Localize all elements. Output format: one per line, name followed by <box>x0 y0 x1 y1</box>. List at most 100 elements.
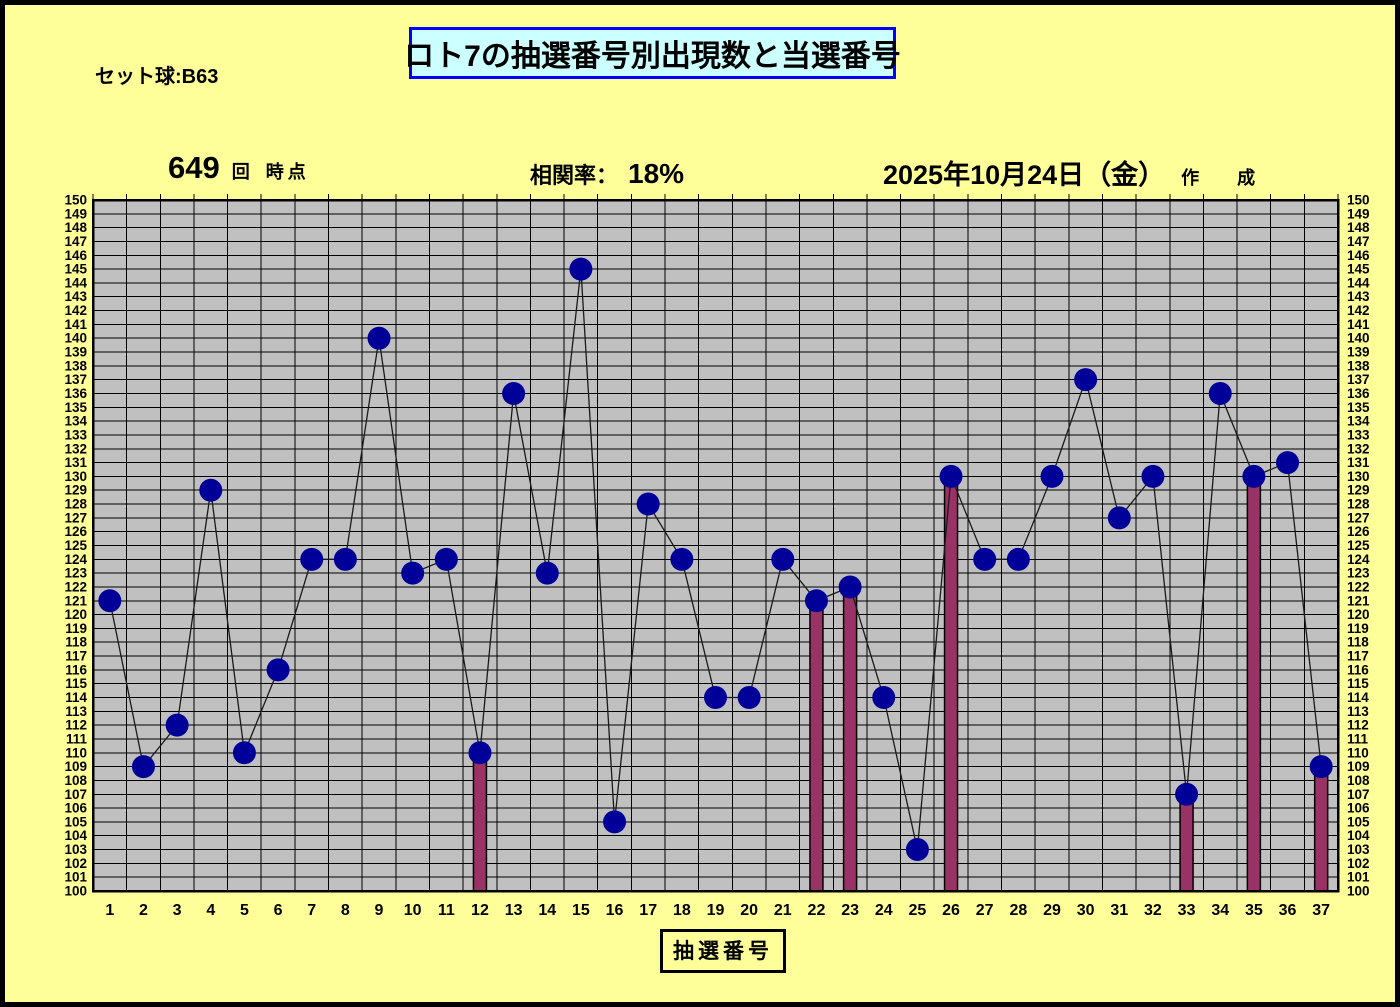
y-axis-tick-left: 111 <box>66 731 88 746</box>
winning-number-bar <box>472 752 488 892</box>
data-point <box>1242 464 1266 488</box>
draw-count-group: 649 回 時点 <box>168 150 310 186</box>
y-axis-tick-right: 139 <box>1347 345 1370 360</box>
y-axis-tick-left: 129 <box>64 483 87 498</box>
y-axis-tick-right: 136 <box>1347 386 1370 401</box>
x-axis-tick: 6 <box>274 902 283 919</box>
y-axis-tick-left: 130 <box>64 469 87 484</box>
y-axis-tick-right: 130 <box>1347 469 1370 484</box>
y-axis-tick-left: 142 <box>64 303 87 318</box>
x-axis-tick: 34 <box>1211 902 1229 919</box>
y-axis-tick-left: 127 <box>64 510 87 525</box>
y-axis-tick-left: 104 <box>64 828 87 843</box>
data-point <box>569 257 593 281</box>
data-point <box>1040 464 1064 488</box>
appearance-chart: 100 100 101 101 102 102 103 103 104 104 105 105 106 1… <box>50 188 1380 933</box>
y-axis-tick-right: 105 <box>1347 814 1370 829</box>
y-axis-tick-left: 141 <box>64 317 87 332</box>
y-axis-tick-right: 133 <box>1347 427 1370 442</box>
y-axis-tick-left: 139 <box>64 345 87 360</box>
y-axis-tick-right: 109 <box>1347 759 1370 774</box>
data-point <box>804 589 828 613</box>
y-axis-tick-right: 127 <box>1347 510 1370 525</box>
y-axis-tick-right: 107 <box>1347 787 1370 802</box>
y-axis-tick-right: 132 <box>1347 441 1370 456</box>
y-axis-tick-left: 125 <box>64 538 87 553</box>
y-axis-tick-left: 134 <box>64 414 87 429</box>
draw-count-value: 649 <box>168 150 220 185</box>
data-point <box>468 741 492 765</box>
data-point <box>603 810 627 834</box>
y-axis-tick-left: 126 <box>64 524 87 539</box>
x-axis-tick: 16 <box>606 902 624 919</box>
y-axis-tick-right: 104 <box>1347 828 1370 843</box>
draw-count-unit: 回 <box>231 162 250 182</box>
y-axis-tick-left: 150 <box>64 193 87 208</box>
y-axis-tick-right: 129 <box>1347 483 1370 498</box>
data-point <box>199 478 223 502</box>
y-axis-tick-right: 142 <box>1347 303 1370 318</box>
data-point <box>232 741 256 765</box>
y-axis-tick-left: 108 <box>64 773 87 788</box>
data-point <box>1208 381 1232 405</box>
y-axis-tick-left: 121 <box>64 593 87 608</box>
y-axis-tick-right: 140 <box>1347 331 1370 346</box>
x-axis-tick: 28 <box>1009 902 1027 919</box>
y-axis-tick-right: 141 <box>1347 317 1370 332</box>
data-point <box>98 589 122 613</box>
y-axis-tick-left: 140 <box>64 331 87 346</box>
y-axis-tick-left: 107 <box>64 787 87 802</box>
correlation-group: 相関率： 18% <box>530 158 684 190</box>
x-axis-tick: 22 <box>808 902 826 919</box>
x-axis-tick: 30 <box>1077 902 1095 919</box>
winning-number-bar <box>809 600 824 892</box>
x-axis-tick: 21 <box>774 902 792 919</box>
y-axis-tick-left: 109 <box>64 759 87 774</box>
y-axis-tick-left: 113 <box>65 704 87 719</box>
y-axis-tick-right: 148 <box>1347 220 1370 235</box>
data-point <box>1141 464 1165 488</box>
x-axis-tick: 23 <box>841 902 859 919</box>
x-axis-tick: 31 <box>1110 902 1128 919</box>
created-suffix: 作 成 <box>1181 168 1266 188</box>
y-axis-tick-left: 110 <box>65 745 87 760</box>
y-axis-tick-right: 144 <box>1347 275 1370 290</box>
y-axis-tick-right: 101 <box>1347 870 1370 885</box>
data-point <box>872 686 896 710</box>
data-point <box>771 547 795 571</box>
y-axis-tick-left: 120 <box>64 607 87 622</box>
y-axis-tick-right: 108 <box>1347 773 1370 788</box>
data-point <box>905 838 929 862</box>
y-axis-tick-left: 147 <box>64 234 87 249</box>
data-point <box>266 658 290 682</box>
y-axis-tick-right: 147 <box>1347 234 1370 249</box>
y-axis-tick-left: 124 <box>64 552 87 567</box>
x-axis-tick: 9 <box>375 902 384 919</box>
set-ball-label: セット球:B63 <box>95 66 219 88</box>
data-point <box>131 755 155 779</box>
y-axis-tick-left: 133 <box>64 427 87 442</box>
y-axis-tick-right: 113 <box>1347 704 1369 719</box>
chart-title-box: ロト7の抽選番号別出現数と当選番号 <box>404 27 901 79</box>
y-axis-tick-right: 150 <box>1347 193 1370 208</box>
y-axis-tick-left: 101 <box>64 870 87 885</box>
x-axis-tick: 26 <box>942 902 960 919</box>
data-point <box>502 381 526 405</box>
x-axis-tick: 3 <box>173 902 182 919</box>
y-axis-tick-right: 123 <box>1347 566 1370 581</box>
x-axis-tick: 11 <box>438 902 455 919</box>
y-axis-tick-right: 102 <box>1347 856 1370 871</box>
x-axis-tick: 18 <box>673 902 691 919</box>
y-axis-tick-left: 145 <box>64 262 87 277</box>
x-axis-tick: 17 <box>639 902 657 919</box>
y-axis-tick-left: 144 <box>64 275 87 290</box>
x-axis-tick: 7 <box>307 902 316 919</box>
data-point <box>1175 782 1199 806</box>
data-point <box>1107 506 1131 530</box>
y-axis-tick-right: 124 <box>1347 552 1370 567</box>
y-axis-tick-right: 114 <box>1347 690 1369 705</box>
x-axis-tick: 24 <box>875 902 893 919</box>
y-axis-tick-left: 136 <box>64 386 87 401</box>
y-axis-tick-right: 137 <box>1347 372 1370 387</box>
y-axis-tick-left: 102 <box>64 856 87 871</box>
